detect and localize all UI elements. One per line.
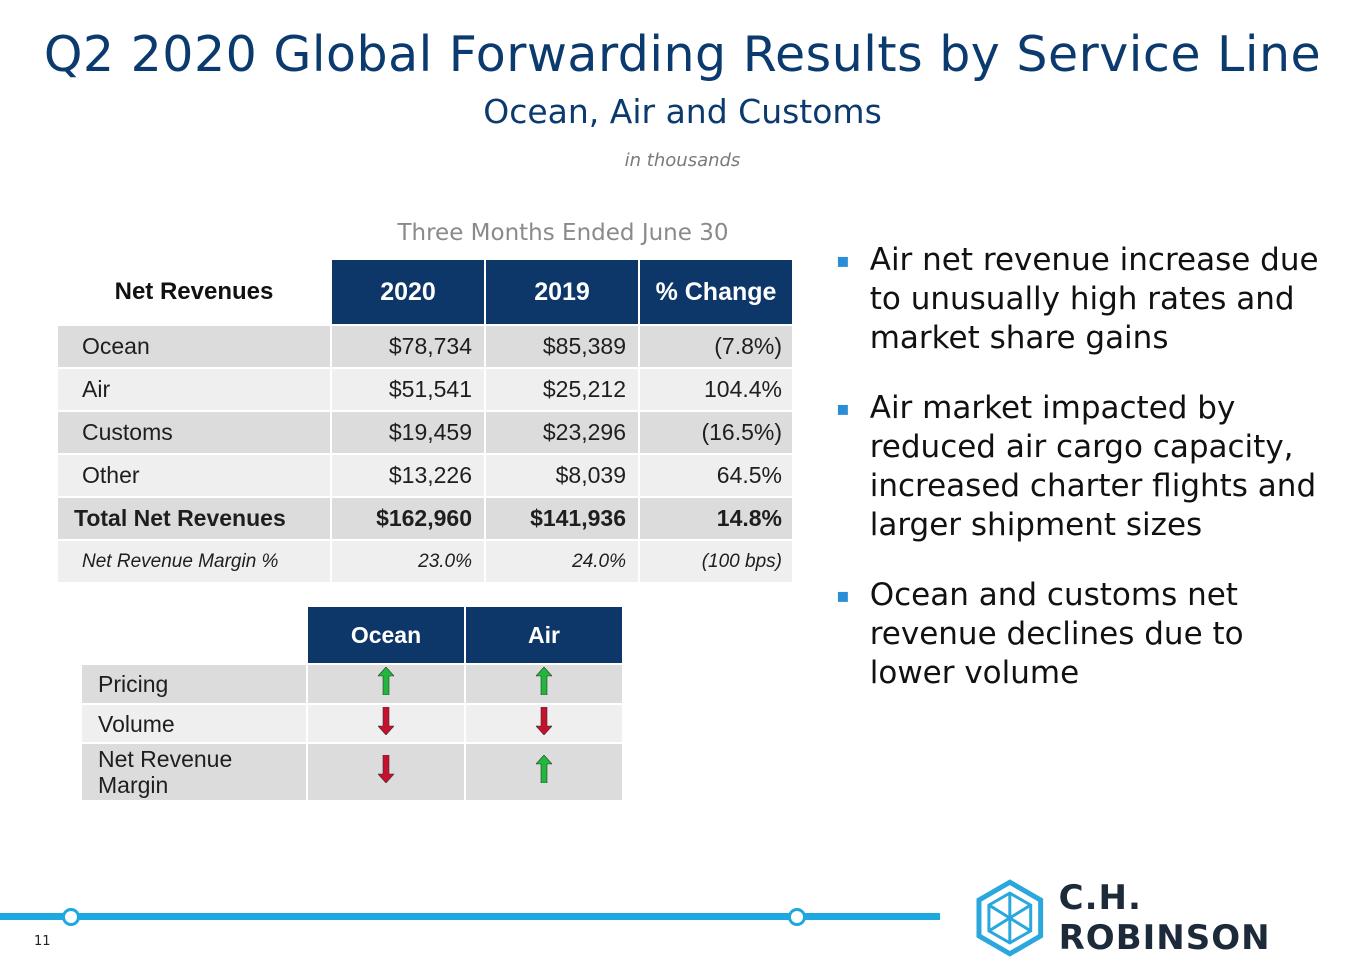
- row-label: Customs: [58, 412, 330, 453]
- row-label: Ocean: [58, 326, 330, 367]
- footer-node-right: [788, 908, 806, 926]
- value-change: (7.8%): [640, 326, 792, 367]
- margin-row: Net Revenue Margin % 23.0% 24.0% (100 bp…: [58, 541, 792, 582]
- page-subtitle: Ocean, Air and Customs: [483, 92, 882, 131]
- net-revenues-table: Net Revenues 2020 2019 % Change Ocean $7…: [58, 260, 792, 584]
- footer-node-left: [62, 908, 80, 926]
- indicator-label: Pricing: [82, 665, 306, 703]
- value-2019: $141,936: [486, 498, 638, 539]
- value-2020: $13,226: [332, 455, 484, 496]
- column-header-2020: 2020: [332, 260, 484, 324]
- ocean-trend-arrow: [308, 744, 464, 800]
- value-2020: 23.0%: [332, 541, 484, 582]
- column-header-air: Air: [466, 607, 622, 663]
- value-2020: $51,541: [332, 369, 484, 410]
- air-trend-arrow: [466, 744, 622, 800]
- arrow-down-icon: [377, 754, 395, 789]
- value-2019: $23,296: [486, 412, 638, 453]
- arrow-down-icon: [535, 706, 553, 741]
- value-change: (16.5%): [640, 412, 792, 453]
- logo-text: C.H. ROBINSON: [1058, 878, 1271, 958]
- units-note: in thousands: [624, 150, 741, 171]
- period-label: Three Months Ended June 30: [397, 220, 729, 246]
- square-bullet-icon: ▪: [836, 583, 850, 607]
- indicator-header-row: Ocean Air: [82, 607, 622, 663]
- column-header-net-revenues: Net Revenues: [58, 260, 330, 324]
- value-2020: $78,734: [332, 326, 484, 367]
- indicator-header-blank: [82, 607, 306, 663]
- cube-logo-icon: [976, 879, 1044, 957]
- ocean-trend-arrow: [308, 705, 464, 742]
- table-row: Other $13,226 $8,039 64.5%: [58, 455, 792, 496]
- value-2019: $25,212: [486, 369, 638, 410]
- table-row: Air $51,541 $25,212 104.4%: [58, 369, 792, 410]
- value-change: 104.4%: [640, 369, 792, 410]
- trend-indicator-table: Ocean Air Pricing Volume Net Revenue Mar…: [82, 607, 622, 802]
- row-label: Total Net Revenues: [58, 498, 330, 539]
- table-header-row: Net Revenues 2020 2019 % Change: [58, 260, 792, 324]
- column-header-ocean: Ocean: [308, 607, 464, 663]
- arrow-up-icon: [535, 666, 553, 701]
- bullet-item: ▪ Air market impacted by reduced air car…: [836, 389, 1336, 545]
- indicator-row: Volume: [82, 705, 622, 742]
- value-2020: $162,960: [332, 498, 484, 539]
- row-label: Net Revenue Margin %: [58, 541, 330, 582]
- bullet-text: Air net revenue increase due to unusuall…: [869, 242, 1319, 356]
- indicator-label: Net Revenue Margin: [82, 744, 306, 800]
- bullet-item: ▪ Ocean and customs net revenue declines…: [836, 576, 1336, 693]
- arrow-up-icon: [377, 666, 395, 701]
- table-row: Customs $19,459 $23,296 (16.5%): [58, 412, 792, 453]
- bullet-item: ▪ Air net revenue increase due to unusua…: [836, 241, 1336, 358]
- value-2019: 24.0%: [486, 541, 638, 582]
- bullet-list: ▪ Air net revenue increase due to unusua…: [836, 241, 1336, 724]
- ocean-trend-arrow: [308, 665, 464, 703]
- square-bullet-icon: ▪: [836, 396, 850, 420]
- value-2019: $85,389: [486, 326, 638, 367]
- row-label: Air: [58, 369, 330, 410]
- value-2020: $19,459: [332, 412, 484, 453]
- bullet-text: Air market impacted by reduced air cargo…: [869, 390, 1317, 543]
- page-title: Q2 2020 Global Forwarding Results by Ser…: [43, 26, 1322, 83]
- air-trend-arrow: [466, 705, 622, 742]
- indicator-row: Net Revenue Margin: [82, 744, 622, 800]
- total-row: Total Net Revenues $162,960 $141,936 14.…: [58, 498, 792, 539]
- row-label: Other: [58, 455, 330, 496]
- indicator-row: Pricing: [82, 665, 622, 703]
- arrow-down-icon: [377, 706, 395, 741]
- value-change: (100 bps): [640, 541, 792, 582]
- page-number: 11: [34, 934, 51, 949]
- value-2019: $8,039: [486, 455, 638, 496]
- arrow-up-icon: [535, 754, 553, 789]
- footer-line: [0, 913, 940, 920]
- company-logo: C.H. ROBINSON: [975, 878, 1365, 958]
- value-change: 14.8%: [640, 498, 792, 539]
- value-change: 64.5%: [640, 455, 792, 496]
- column-header-change: % Change: [640, 260, 792, 324]
- column-header-2019: 2019: [486, 260, 638, 324]
- indicator-label: Volume: [82, 705, 306, 742]
- table-row: Ocean $78,734 $85,389 (7.8%): [58, 326, 792, 367]
- air-trend-arrow: [466, 665, 622, 703]
- square-bullet-icon: ▪: [836, 248, 850, 272]
- bullet-text: Ocean and customs net revenue declines d…: [869, 577, 1244, 691]
